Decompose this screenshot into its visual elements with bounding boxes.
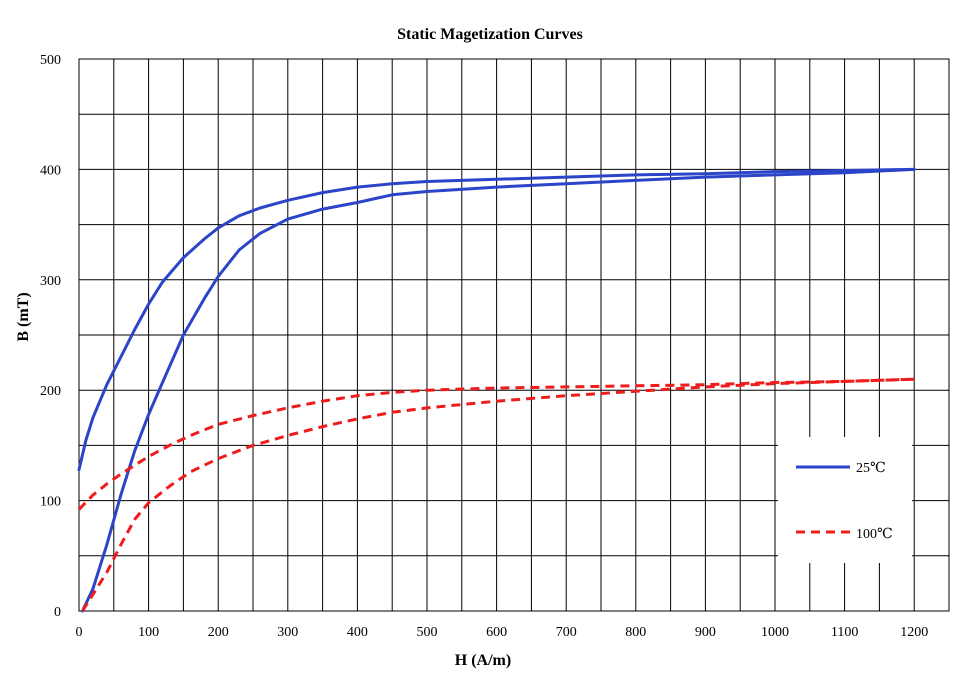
legend-box xyxy=(778,437,912,563)
y-tick-label: 400 xyxy=(40,163,61,178)
x-tick-label: 600 xyxy=(486,625,507,640)
x-tick-label: 200 xyxy=(208,625,229,640)
y-axis-ticks: 0 100 200 300 400 500 xyxy=(40,53,61,620)
y-tick-label: 200 xyxy=(40,384,61,399)
x-tick-label: 1000 xyxy=(761,625,789,640)
y-tick-label: 300 xyxy=(40,274,61,289)
x-tick-label: 100 xyxy=(138,625,159,640)
x-tick-label: 900 xyxy=(695,625,716,640)
legend: 25℃ 100℃ xyxy=(778,437,912,563)
legend-label-25c: 25℃ xyxy=(856,461,886,476)
x-tick-label: 400 xyxy=(347,625,368,640)
x-axis-label: H (A/m) xyxy=(455,652,511,669)
chart-title: Static Magetization Curves xyxy=(397,26,583,43)
y-axis-label: B (mT) xyxy=(15,292,32,341)
legend-label-100c: 100℃ xyxy=(856,527,893,542)
y-tick-label: 500 xyxy=(40,53,61,68)
x-axis-ticks: 0 100 200 300 400 500 600 700 800 900 1000 1100 1200 xyxy=(76,625,929,640)
y-tick-label: 0 xyxy=(54,605,61,620)
series-line-0-branch-1 xyxy=(81,167,916,613)
series-line-1-branch-1 xyxy=(81,377,915,612)
x-tick-label: 300 xyxy=(277,625,298,640)
x-tick-label: 1200 xyxy=(900,625,928,640)
series-line-1-branch-0 xyxy=(77,377,915,511)
plot-frame xyxy=(78,58,950,612)
x-tick-label: 0 xyxy=(76,625,83,640)
x-tick-label: 700 xyxy=(556,625,577,640)
series-layer xyxy=(77,167,916,613)
x-tick-label: 800 xyxy=(625,625,646,640)
y-tick-label: 100 xyxy=(40,495,61,510)
x-tick-label: 1100 xyxy=(831,625,858,640)
series-line-0-branch-0 xyxy=(77,167,916,472)
x-tick-label: 500 xyxy=(417,625,438,640)
